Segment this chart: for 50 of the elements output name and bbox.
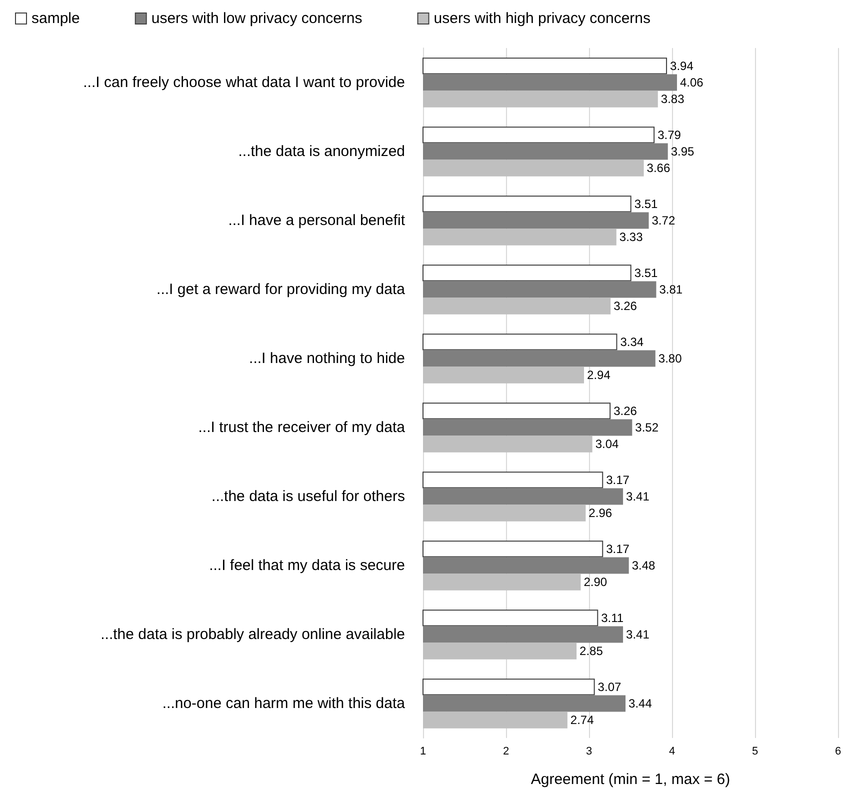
data-label: 2.90: [584, 575, 608, 590]
y-tick-label: ...the data is useful for others: [212, 488, 405, 505]
y-tick-label: ...no-one can harm me with this data: [162, 695, 406, 712]
data-label: 2.96: [588, 506, 612, 520]
data-label: 3.80: [658, 352, 682, 366]
data-label: 3.83: [660, 92, 685, 106]
data-label: 2.85: [580, 644, 604, 658]
data-label: 3.44: [628, 696, 652, 710]
data-label: 3.66: [646, 161, 670, 176]
data-label: 3.51: [634, 196, 658, 211]
x-tick-label: 4: [668, 746, 676, 758]
legend-label: users with high privacy concerns: [434, 10, 651, 27]
y-tick-label: ...the data is probably already online available: [100, 626, 405, 643]
data-label: 3.26: [614, 299, 638, 314]
data-label: 3.81: [659, 282, 683, 296]
data-label: 2.74: [570, 713, 594, 728]
y-tick-label: ...I feel that my data is secure: [209, 557, 405, 574]
data-label: 3.79: [658, 128, 682, 142]
data-label: 3.52: [635, 420, 659, 434]
data-label: 3.41: [626, 490, 650, 504]
x-tick-label: 1: [420, 746, 426, 758]
y-tick-label: ...I can freely choose what data I want to provide: [83, 74, 405, 91]
data-label: 3.33: [619, 230, 644, 244]
data-label: 3.17: [606, 472, 630, 487]
data-label: 3.26: [614, 404, 638, 418]
data-label: 3.48: [632, 558, 656, 572]
data-label: 3.11: [601, 610, 624, 625]
data-label: 3.95: [670, 144, 695, 158]
data-label: 3.07: [598, 680, 622, 694]
data-label: 3.51: [634, 266, 658, 280]
x-tick-label: 2: [502, 746, 510, 758]
legend-label: users with low privacy concerns: [151, 10, 362, 27]
data-label: 4.06: [680, 76, 704, 90]
y-tick-label: ...I get a reward for providing my data: [156, 281, 406, 298]
legend-label: sample: [32, 10, 80, 27]
data-label: 3.41: [626, 628, 650, 642]
x-tick-label: 6: [834, 746, 842, 758]
y-tick-label: ...I have a personal benefit: [228, 212, 406, 229]
data-label: 3.17: [606, 542, 630, 556]
y-tick-label: ...I trust the receiver of my data: [198, 419, 406, 436]
x-tick-label: 5: [752, 746, 758, 758]
data-label: 3.72: [652, 214, 676, 228]
data-label: 3.34: [620, 334, 644, 349]
y-tick-label: ...I have nothing to hide: [249, 350, 405, 367]
x-axis-title: Agreement (min = 1, max = 6): [530, 771, 730, 788]
data-label: 3.04: [595, 437, 619, 452]
y-tick-label: ...the data is anonymized: [238, 143, 405, 160]
x-tick-label: 3: [586, 746, 592, 758]
data-label: 2.94: [587, 368, 611, 382]
data-label: 3.94: [670, 58, 694, 73]
